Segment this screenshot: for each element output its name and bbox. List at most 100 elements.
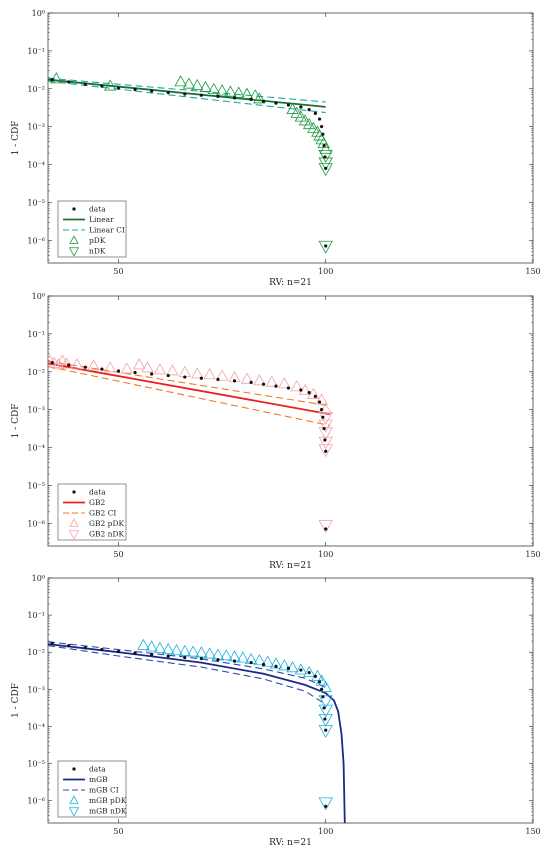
pdk-marker [137, 638, 150, 650]
pdk-marker [191, 78, 204, 91]
data-point [50, 641, 54, 645]
data-point [232, 659, 237, 663]
pdk-marker [103, 79, 117, 91]
data-point [324, 449, 328, 453]
data-point [166, 373, 170, 378]
pdk-marker [174, 75, 187, 87]
data-point [307, 390, 311, 395]
fit-line [48, 362, 331, 416]
pdk-marker [120, 362, 133, 374]
data-point [199, 656, 203, 661]
pdk-marker [240, 87, 254, 99]
y-tick-label: 10⁰ [32, 9, 45, 18]
data-point [319, 408, 324, 412]
legend-label: mGB nDK [89, 807, 127, 816]
plot-area [47, 295, 534, 547]
pdk-marker [307, 387, 320, 399]
x-tick-label: 150 [525, 827, 540, 836]
y-axis-label: 1 - CDF [11, 404, 21, 439]
pdk-marker [153, 641, 167, 653]
data-point [299, 388, 303, 392]
data-point [50, 78, 54, 82]
pdk-marker [166, 364, 179, 376]
pdk-marker [236, 651, 250, 663]
data-point [216, 658, 220, 662]
pdk-marker [253, 374, 266, 386]
legend-label: data [89, 205, 106, 214]
legend-label: mGB [89, 775, 108, 784]
pdk-marker [319, 680, 332, 692]
pdk-marker [203, 368, 216, 380]
pdk-marker [253, 654, 266, 666]
data-point [100, 648, 104, 652]
data-point [100, 84, 104, 88]
y-tick-label: 10⁻¹ [27, 611, 45, 620]
data-point [299, 105, 303, 109]
data-point [322, 426, 326, 431]
y-tick-label: 10⁻⁶ [27, 797, 45, 806]
ci-upper-line [48, 641, 326, 689]
ndk-marker [318, 436, 333, 450]
data-point [307, 671, 311, 675]
data-point [150, 89, 154, 93]
pdk-marker [265, 375, 279, 387]
pdk-marker [70, 358, 84, 370]
legend-label: nDK [89, 247, 106, 256]
x-axis-label: RV: n=21 [269, 838, 312, 848]
x-tick-label: 100 [318, 267, 333, 276]
pdk-marker [278, 659, 291, 671]
y-tick-label: 10⁻⁴ [27, 722, 45, 731]
data-point [319, 125, 324, 129]
legend-ndk-symbol [68, 530, 80, 540]
y-axis-label: 1 - CDF [11, 683, 21, 718]
data-point [313, 674, 317, 678]
legend-pdk-symbol [69, 518, 79, 527]
ndk-marker [318, 704, 333, 718]
y-tick-label: 10⁻⁵ [27, 760, 45, 769]
y-tick-label: 10⁰ [32, 574, 45, 583]
data-point [199, 93, 203, 97]
data-point [274, 664, 278, 668]
data-point [321, 695, 325, 699]
data-point [317, 400, 322, 404]
data-point [321, 415, 325, 419]
y-tick-label: 10⁻⁶ [27, 519, 45, 528]
legend-label: Linear [89, 215, 114, 224]
data-point [324, 728, 328, 732]
data-point [216, 94, 220, 98]
ndk-marker [318, 240, 333, 254]
pdk-marker [261, 655, 274, 667]
legend-label: mGB pDK [89, 796, 127, 805]
legend-data-symbol [72, 490, 76, 494]
pdk-marker [294, 110, 308, 122]
data-point [199, 376, 203, 380]
pdk-marker [286, 102, 299, 114]
data-point [313, 111, 317, 115]
panel-3: 50 100 150 10⁰ 10⁻¹ 10⁻² 10⁻³ 10⁻⁴ 10⁻⁵ 10⁻⁶ RV: n… [11, 574, 541, 848]
legend-data-symbol [72, 767, 76, 771]
ndk-marker [318, 149, 333, 163]
pdk-marker [195, 646, 208, 658]
y-tick-label: 10⁻¹ [27, 47, 45, 56]
data-point [166, 90, 170, 95]
ndk-marker [318, 695, 333, 709]
data-point [324, 166, 328, 170]
legend-label: mGB CI [89, 786, 119, 795]
x-tick-label: 100 [318, 827, 333, 836]
data-point [116, 369, 121, 373]
pdk-marker [307, 121, 320, 133]
x-tick-label: 50 [113, 827, 123, 836]
x-axis-label: RV: n=21 [269, 561, 312, 571]
legend-label: pDK [89, 236, 106, 245]
pdk-marker [141, 361, 154, 373]
pdk-marker [269, 657, 283, 669]
data-point [286, 666, 291, 670]
data-point [324, 244, 328, 248]
ndk-marker [318, 713, 333, 727]
data-point [50, 361, 54, 365]
data-point [183, 92, 187, 96]
pdk-marker [253, 92, 266, 104]
data-point [299, 668, 303, 672]
